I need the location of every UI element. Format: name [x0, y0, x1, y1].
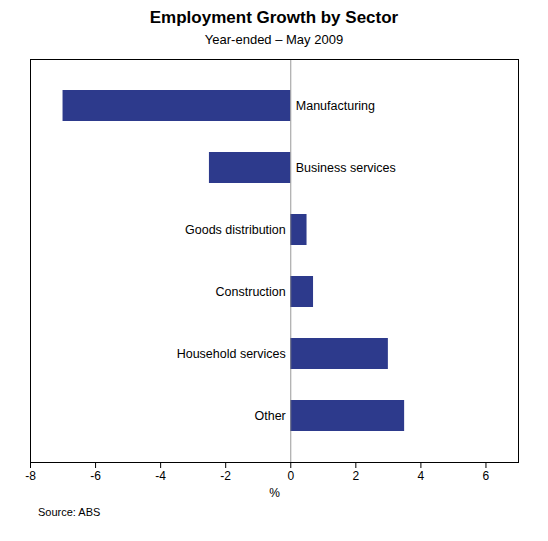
svg-text:-8: -8	[25, 469, 36, 483]
svg-text:-2: -2	[220, 469, 231, 483]
svg-text:Household services: Household services	[177, 347, 286, 361]
svg-text:Construction: Construction	[216, 285, 286, 299]
html-text:Year-ended – May 2009: Year-ended – May 2009	[204, 32, 344, 47]
svg-text:-4: -4	[155, 469, 166, 483]
svg-text:0: 0	[287, 469, 294, 483]
svg-text:Business services: Business services	[296, 161, 396, 175]
html-text:Source: ABS: Source: ABS	[38, 506, 101, 518]
svg-text:6: 6	[483, 469, 490, 483]
svg-text:2: 2	[352, 469, 359, 483]
svg-text:Manufacturing: Manufacturing	[296, 99, 375, 113]
svg-text:4: 4	[418, 469, 425, 483]
svg-text:%: %	[269, 486, 280, 500]
html-text:Employment Growth by Sector: Employment Growth by Sector	[149, 8, 399, 27]
svg-text:-6: -6	[90, 469, 101, 483]
svg-text:Goods distribution: Goods distribution	[185, 223, 286, 237]
svg-text:Other: Other	[255, 409, 286, 423]
